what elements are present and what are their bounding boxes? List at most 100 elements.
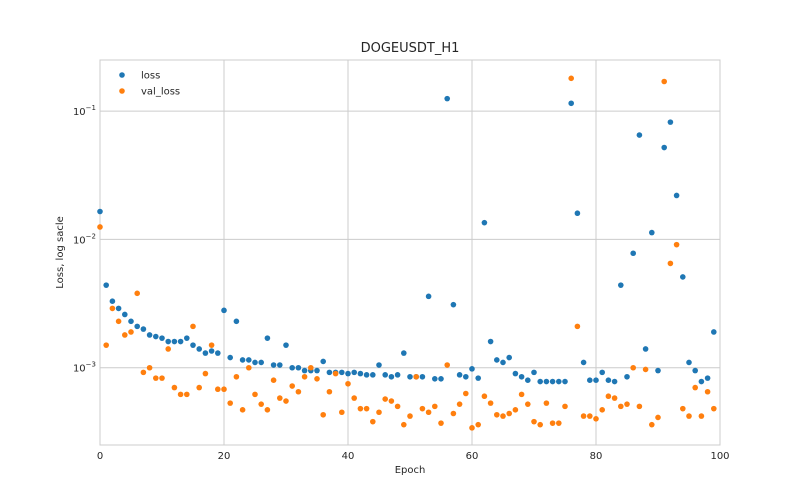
val_loss-point (432, 403, 438, 410)
loss-point (661, 144, 667, 151)
val_loss-point (146, 364, 153, 371)
loss-point (382, 372, 389, 378)
val_loss-point (692, 384, 698, 391)
loss-point (264, 335, 271, 341)
loss-point (326, 369, 333, 376)
loss-point (556, 378, 562, 385)
val_loss-point (270, 377, 277, 383)
loss-point (295, 364, 302, 371)
val_loss-point (593, 416, 599, 422)
val_loss-point (704, 388, 711, 395)
loss-point (531, 369, 537, 376)
val_loss-point (190, 323, 196, 330)
loss-point (624, 373, 630, 380)
loss-point (425, 293, 432, 300)
val_loss-point (177, 391, 184, 398)
loss-point (109, 298, 116, 304)
loss-point (345, 370, 351, 377)
val_loss-point (611, 395, 618, 401)
loss-point (146, 332, 153, 338)
loss-point (339, 369, 345, 376)
val_loss-point (419, 405, 426, 412)
loss-point (208, 348, 215, 354)
val_loss-point (339, 409, 345, 416)
loss-point (463, 373, 469, 380)
val_loss-point (115, 318, 122, 325)
val_loss-point (388, 398, 395, 404)
loss-point (686, 359, 692, 366)
val_loss-point (363, 405, 370, 412)
loss-point (370, 372, 376, 378)
val_loss-point (475, 421, 482, 428)
loss-point (673, 192, 680, 199)
val_loss-point (202, 370, 209, 377)
val_loss-point (332, 370, 339, 377)
loss-point (456, 372, 463, 378)
loss-point (227, 354, 233, 361)
val_loss-point (500, 413, 506, 419)
val_loss-point (326, 388, 333, 395)
val_loss-point (165, 346, 171, 352)
loss-point (549, 378, 556, 385)
val_loss-point (103, 342, 109, 348)
val_loss-point (370, 418, 376, 425)
val_loss-point (686, 413, 692, 419)
x-tick-label: 100 (710, 451, 729, 462)
loss-point (351, 369, 358, 376)
legend-marker-loss (119, 72, 125, 78)
loss-point (494, 357, 500, 363)
loss-point (667, 119, 674, 125)
val_loss-point (463, 390, 469, 397)
plot-area (100, 60, 720, 445)
val_loss-point (134, 290, 140, 297)
val_loss-point (376, 409, 382, 416)
val_loss-point (549, 420, 556, 426)
loss-point (630, 250, 636, 257)
loss-point (252, 359, 258, 366)
val_loss-point (196, 384, 202, 391)
x-tick-label: 0 (97, 451, 103, 462)
loss-point (215, 350, 221, 356)
val_loss-point (537, 421, 543, 428)
val_loss-point (636, 403, 643, 410)
loss-point (140, 326, 147, 332)
loss-point (655, 367, 661, 374)
loss-point (469, 366, 475, 372)
loss-point (134, 323, 140, 330)
val_loss-point (711, 405, 717, 412)
loss-point (122, 311, 128, 318)
loss-point (221, 307, 227, 314)
val_loss-point (568, 75, 574, 82)
loss-point (568, 100, 574, 107)
val_loss-point (246, 364, 252, 371)
val_loss-point (531, 418, 537, 425)
val_loss-point (624, 401, 630, 407)
val_loss-point (320, 411, 327, 418)
loss-point (605, 377, 612, 383)
val_loss-point (289, 383, 296, 389)
loss-point (611, 378, 618, 385)
val_loss-point (295, 388, 302, 395)
loss-point (165, 338, 171, 345)
y-axis-label: Loss, log sacle (55, 216, 66, 288)
loss-point (704, 375, 711, 381)
legend-marker-val_loss (119, 88, 125, 94)
loss-point (320, 358, 327, 365)
y-tick-label: 10−3 (73, 361, 96, 375)
loss-point (580, 359, 587, 366)
val_loss-point (456, 401, 463, 407)
loss-point (283, 342, 289, 348)
loss-point (258, 359, 265, 366)
val_loss-point (655, 414, 661, 421)
y-tick-label: 10−2 (73, 232, 96, 246)
val_loss-point (283, 398, 289, 404)
loss-point (562, 378, 568, 385)
tick-labels: 0 20 40 60 80 100 10−3 10−2 10−1 (73, 104, 730, 462)
val_loss-point (469, 425, 475, 431)
loss-point (388, 373, 395, 380)
val_loss-point (208, 342, 215, 348)
val_loss-point (661, 78, 667, 85)
val_loss-point (587, 413, 593, 419)
data-points (97, 75, 717, 431)
loss-point (103, 282, 109, 288)
